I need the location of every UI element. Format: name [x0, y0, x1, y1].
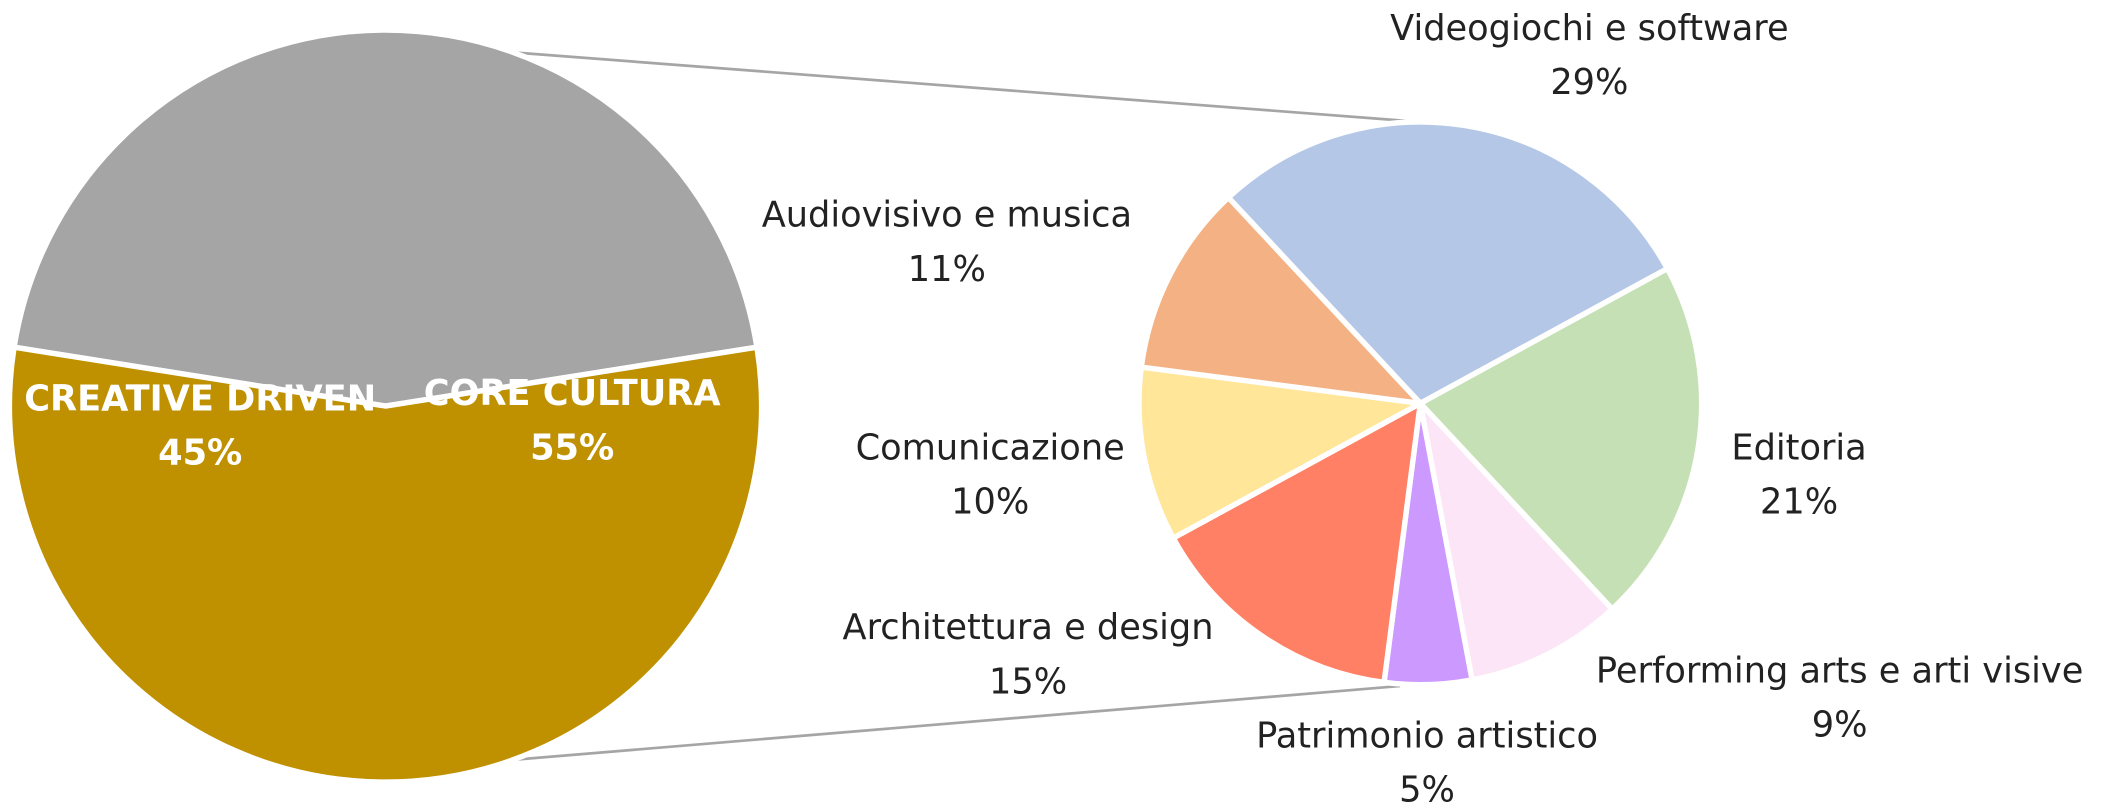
value-label: 15% [989, 661, 1067, 702]
pie-slice [6, 344, 765, 785]
slice-label: Videogiochi e software [1390, 8, 1788, 49]
pie-slice [10, 27, 761, 409]
value-label: 5% [1399, 770, 1455, 808]
value-label: 29% [1550, 62, 1628, 103]
value-label: 11% [908, 249, 986, 290]
slice-label: Comunicazione [856, 427, 1125, 468]
value-label: 55% [530, 427, 614, 468]
pie-slice [1169, 398, 1424, 686]
pie-slice [1224, 119, 1672, 407]
pie-slice [1415, 394, 1617, 684]
slice-label: CORE CULTURA [424, 373, 722, 414]
value-label: 9% [1812, 705, 1868, 746]
slice-label: Performing arts e arti visive [1596, 651, 2083, 692]
slice-label: Editoria [1731, 427, 1866, 468]
slice-label: Patrimonio artistico [1256, 715, 1598, 756]
slice-label: Architettura e design [843, 607, 1214, 648]
pie-slice [1136, 364, 1429, 542]
pie-slice [1138, 193, 1428, 407]
slice-label: Audiovisivo e musica [762, 195, 1132, 236]
value-label: 45% [158, 433, 242, 474]
value-label: 10% [951, 481, 1029, 522]
value-label: 21% [1760, 481, 1838, 522]
slice-label: CREATIVE DRIVEN [24, 379, 376, 420]
pie-slice [1415, 264, 1705, 613]
